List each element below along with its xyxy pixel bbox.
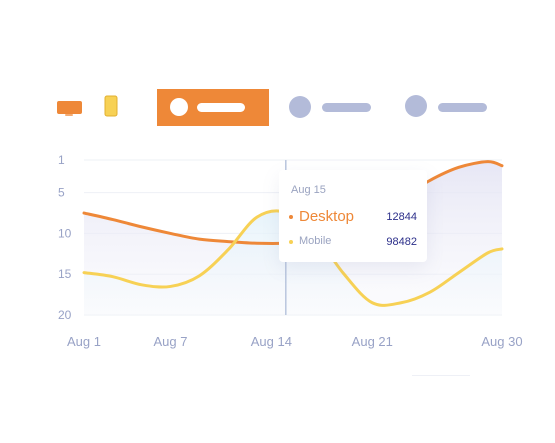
series-fills — [84, 161, 502, 315]
laptop-icon[interactable] — [57, 101, 82, 116]
y-tick-label: 1 — [58, 153, 65, 167]
x-tick-label: Aug 30 — [481, 334, 522, 349]
x-axis: Aug 1 Aug 7 Aug 14 Aug 21 Aug 30 — [67, 334, 523, 349]
tooltip-row-mobile: Mobile 98482 — [289, 233, 417, 251]
x-tick-label: Aug 14 — [251, 334, 292, 349]
phone-icon[interactable] — [104, 95, 118, 117]
tab-desktop[interactable] — [157, 89, 269, 126]
x-tick-label: Aug 21 — [352, 334, 393, 349]
mobile-area — [84, 210, 502, 315]
y-tick-label: 5 — [58, 186, 65, 200]
toolbar — [57, 89, 487, 126]
mobile-legend-dot — [289, 240, 293, 244]
y-tick-label: 10 — [58, 226, 72, 240]
tooltip-mobile-label: Mobile — [299, 235, 332, 247]
tooltip-desktop-label: Desktop — [299, 208, 355, 225]
y-tick-label: 20 — [58, 308, 72, 322]
y-tick-label: 15 — [58, 267, 72, 281]
desktop-area — [84, 161, 502, 315]
tooltip-row-desktop: Desktop 12844 — [289, 208, 417, 226]
tooltip-date: Aug 15 — [291, 184, 326, 196]
tooltip: Aug 15 Desktop 12844 Mobile 98482 — [279, 170, 427, 262]
bottom-divider — [412, 375, 470, 376]
tooltip-desktop-value: 12844 — [386, 211, 417, 223]
tab-3[interactable] — [405, 95, 487, 117]
tooltip-mobile-value: 98482 — [386, 236, 417, 248]
x-tick-label: Aug 7 — [153, 334, 187, 349]
desktop-legend-dot — [289, 215, 293, 219]
x-tick-label: Aug 1 — [67, 334, 101, 349]
tab-2[interactable] — [289, 96, 371, 118]
